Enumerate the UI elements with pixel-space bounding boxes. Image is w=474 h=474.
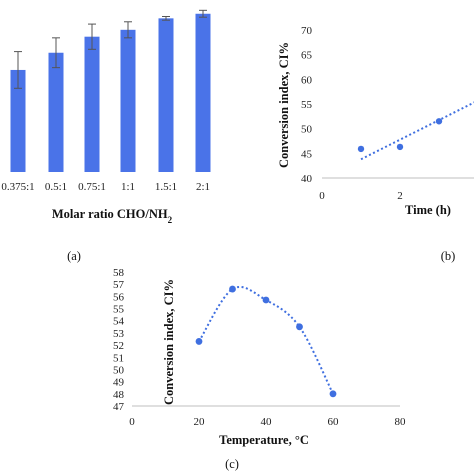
xtick-label: 80 <box>395 416 407 428</box>
ytick-label: 55 <box>113 304 125 316</box>
panel-label-a: (a) <box>67 249 81 263</box>
panel-label-b: (b) <box>441 249 456 263</box>
xtick-label: 1:1 <box>121 181 135 193</box>
ylabel-b: Conversion index, CI% <box>277 42 291 168</box>
marks-c <box>195 285 337 398</box>
error-bar <box>199 9 207 18</box>
ytick-label: 51 <box>113 352 124 364</box>
bar <box>195 13 211 173</box>
ytick-label: 60 <box>301 74 313 86</box>
xtick-label: 0 <box>129 416 135 428</box>
panel-label-c: (c) <box>225 457 239 471</box>
ytick-label: 70 <box>301 25 313 37</box>
chart-b: 40 45 50 55 60 65 70 0 2 Conversion index, CI% T… <box>277 25 474 263</box>
xtick-label: 60 <box>328 416 340 428</box>
error-bar <box>162 16 170 21</box>
ytick-label: 50 <box>301 124 313 136</box>
xtick-label: 40 <box>261 416 273 428</box>
ytick-label: 57 <box>113 279 125 291</box>
error-bar <box>88 23 96 50</box>
ytick-label: 45 <box>301 148 313 160</box>
ytick-label: 54 <box>113 316 125 328</box>
data-point <box>435 118 443 125</box>
ytick-label: 55 <box>301 99 313 111</box>
xtick-label: 2 <box>397 190 403 202</box>
error-bar <box>14 51 22 89</box>
axes-b: 40 45 50 55 60 65 70 0 2 <box>301 25 474 202</box>
xlabel-c: Temperature, °C <box>219 433 309 447</box>
chart-a: 0.375:1 0.5:1 0.75:1 1:1 1.5:1 2:1 Molar rati… <box>1 9 211 263</box>
xlabel-a-sub: 2 <box>168 215 173 225</box>
ytick-label: 40 <box>301 173 313 185</box>
ytick-label: 50 <box>113 364 125 376</box>
ytick-label: 53 <box>113 328 125 340</box>
xtick-label: 20 <box>194 416 206 428</box>
data-point <box>329 390 337 398</box>
data-point <box>262 296 270 304</box>
bar <box>84 36 100 173</box>
ytick-label: 48 <box>113 389 125 401</box>
error-bar <box>124 21 132 39</box>
xtick-label: 0.75:1 <box>78 181 106 193</box>
ytick-label: 49 <box>113 377 125 389</box>
ytick-label: 47 <box>113 401 125 413</box>
xlabel-a-main: Molar ratio CHO/NH <box>52 207 168 221</box>
bar <box>10 69 26 172</box>
xticks-a: 0.375:1 0.5:1 0.75:1 1:1 1.5:1 2:1 <box>1 181 210 193</box>
ylabel-c: Conversion index, CI% <box>162 279 176 405</box>
xtick-label: 0.375:1 <box>1 181 34 193</box>
xtick-label: 2:1 <box>196 181 210 193</box>
bar <box>120 29 136 172</box>
bars-a <box>10 9 211 173</box>
data-point <box>296 323 303 331</box>
ytick-label: 52 <box>113 340 124 352</box>
ytick-label: 65 <box>301 50 313 62</box>
data-point <box>396 143 404 151</box>
bar <box>48 52 64 172</box>
error-bar <box>52 37 60 69</box>
ytick-label: 58 <box>113 267 125 279</box>
trendline-b <box>360 101 474 161</box>
xlabel-b: Time (h) <box>405 203 451 217</box>
data-point <box>357 145 365 153</box>
xlabel-a: Molar ratio CHO/NH2 <box>52 207 173 225</box>
xtick-label: 0 <box>319 190 325 202</box>
bar <box>158 18 174 173</box>
xtick-label: 1.5:1 <box>155 181 177 193</box>
ytick-label: 56 <box>113 291 125 303</box>
data-point <box>195 338 203 345</box>
xtick-label: 0.5:1 <box>45 181 67 193</box>
data-point <box>229 285 236 293</box>
marks-b <box>357 101 474 161</box>
